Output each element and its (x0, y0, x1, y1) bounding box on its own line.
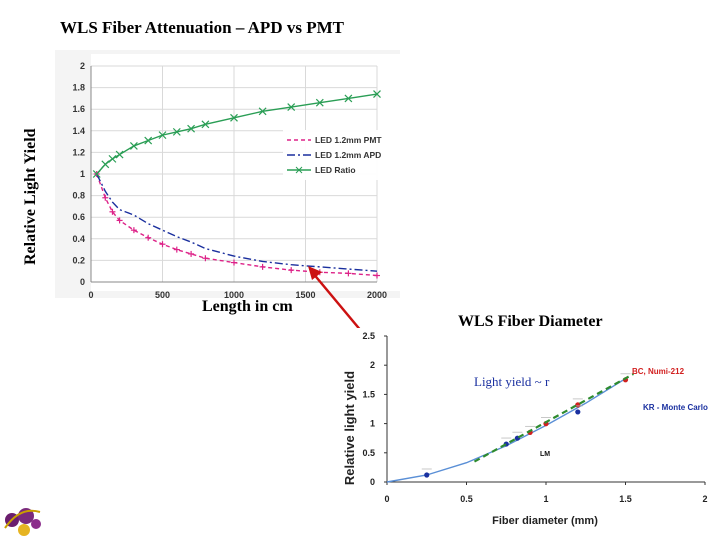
data-point-1 (424, 472, 430, 478)
data-point-1 (575, 409, 581, 415)
y-tick-label: 1.4 (72, 126, 85, 136)
series-marker-ratio (187, 124, 196, 133)
y-tick-label: 1.6 (72, 104, 85, 114)
series-marker-pmt (173, 246, 180, 253)
series-marker-ratio (258, 107, 267, 116)
diameter-chart: Relative light yield Fiber diameter (mm)… (340, 328, 710, 536)
right-chart-xlabel: Fiber diameter (mm) (492, 515, 598, 527)
y-tick-label: 2 (370, 360, 375, 370)
y-tick-label: 0.4 (72, 234, 85, 244)
series-marker-pmt (288, 267, 295, 274)
x-tick-label: 2 (702, 494, 707, 504)
legend-box (283, 130, 395, 180)
y-tick-label: 0.8 (72, 191, 85, 201)
series-marker-pmt (345, 270, 352, 277)
series-marker-ratio (230, 113, 238, 122)
y-tick-label: 1.5 (362, 389, 375, 399)
x-tick-label: 1500 (295, 290, 315, 298)
university-logo-icon (4, 508, 41, 536)
x-tick-label: 2000 (367, 290, 387, 298)
left-chart-ylabel: Relative Light Yield (22, 128, 39, 265)
legend-label: LED Ratio (315, 165, 356, 175)
series-marker-pmt (102, 194, 109, 201)
series-marker-ratio (315, 98, 324, 107)
series-marker-pmt (145, 234, 152, 241)
x-tick-label: 0 (384, 494, 389, 504)
y-tick-label: 2 (80, 61, 85, 71)
series-marker-ratio (115, 150, 124, 159)
series-marker-pmt (130, 227, 137, 234)
y-tick-label: 1 (80, 169, 85, 179)
series-marker-ratio (201, 120, 210, 129)
series-marker-ratio (108, 154, 117, 163)
series-marker-pmt (159, 241, 166, 248)
series-marker-pmt (188, 250, 195, 257)
series-marker-pmt (109, 208, 116, 215)
x-tick-label: 1.5 (619, 494, 632, 504)
attenuation-chart: 0 0.2 0.4 0.6 0.8 1 1.2 1.4 1.6 1.8 2 0 500 1000 1500 2… (55, 50, 400, 298)
series-marker-pmt (374, 272, 380, 279)
series-marker-ratio (344, 94, 353, 103)
y-tick-label: 1.2 (72, 147, 85, 157)
right-chart-title: WLS Fiber Diameter (458, 313, 603, 330)
x-tick-label: 0.5 (460, 494, 473, 504)
series-marker-ratio (172, 127, 181, 136)
legend-label: LED 1.2mm PMT (315, 135, 382, 145)
label-lm: LM (540, 451, 550, 458)
x-tick-label: 0 (88, 290, 93, 298)
y-tick-label: 2.5 (362, 331, 375, 341)
left-chart-xlabel: Length in cm (202, 298, 293, 315)
series-line-1 (96, 173, 378, 272)
fit-line (473, 372, 634, 463)
y-tick-label: 1 (370, 419, 375, 429)
series-marker-ratio (144, 136, 153, 145)
y-tick-label: 0.2 (72, 255, 85, 265)
series-line-0 (96, 173, 378, 277)
red-arrow-icon (308, 266, 363, 333)
series-line-2 (96, 93, 378, 175)
legend-label: LED 1.2mm APD (315, 150, 381, 160)
series-marker-ratio (101, 160, 110, 169)
slide-title: WLS Fiber Attenuation – APD vs PMT (60, 18, 344, 37)
series-marker-pmt (116, 217, 123, 224)
label-bc-numi: BC, Numi-212 (632, 367, 685, 376)
y-tick-label: 0 (370, 477, 375, 487)
series-marker-ratio (129, 141, 138, 150)
y-tick-label: 0.6 (72, 212, 85, 222)
series-marker-ratio (287, 103, 296, 111)
x-tick-label: 1 (543, 494, 548, 504)
series-marker-ratio (373, 90, 381, 99)
light-yield-annotation: Light yield ~ r (474, 374, 550, 389)
series-marker-pmt (231, 259, 237, 266)
series-marker-pmt (202, 255, 209, 262)
series-marker-ratio (158, 131, 167, 140)
y-tick-label: 0.5 (362, 448, 375, 458)
label-kr-monte-carlo: KR - Monte Carlo (643, 403, 708, 412)
x-tick-label: 500 (155, 290, 170, 298)
y-tick-label: 0 (80, 277, 85, 287)
series-marker-pmt (259, 263, 266, 270)
series-marker-ratio (92, 170, 101, 178)
y-tick-label: 1.8 (72, 83, 85, 93)
x-tick-label: 1000 (224, 290, 244, 298)
right-chart-ylabel: Relative light yield (342, 371, 357, 485)
